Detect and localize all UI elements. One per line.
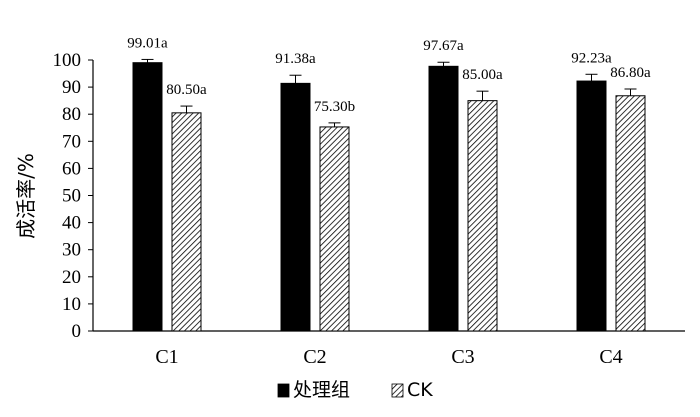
data-label: 92.23a [571, 50, 612, 66]
y-tick-label: 30 [62, 240, 81, 261]
bars [132, 58, 646, 332]
y-tick-label: 60 [62, 158, 81, 179]
legend-swatch-ck [391, 383, 404, 398]
x-tick-label: C4 [599, 346, 622, 368]
y-tick-label: 10 [62, 294, 81, 315]
y-tick-label: 80 [62, 104, 81, 125]
legend-label-treatment: 处理组 [293, 379, 350, 401]
data-label: 99.01a [127, 35, 168, 51]
legend-swatch-treatment [277, 383, 290, 398]
y-tick-label: 0 [72, 321, 82, 342]
x-tick-label: C3 [451, 346, 474, 368]
ck-bar [171, 112, 202, 332]
y-tick-label: 20 [62, 267, 81, 288]
data-label: 75.30b [314, 99, 355, 115]
data-label: 97.67a [423, 38, 464, 54]
treatment-bar [576, 80, 607, 332]
legend: 处理组 CK [277, 379, 433, 401]
data-label: 91.38a [275, 51, 316, 67]
data-label: 85.00a [462, 67, 503, 83]
y-tick-label: 40 [62, 213, 81, 234]
data-label: 80.50a [166, 82, 207, 98]
y-axis-label: 成活率/% [14, 153, 38, 239]
ck-bar [319, 126, 350, 332]
legend-label-ck: CK [407, 379, 433, 401]
x-tick-label: C1 [155, 346, 178, 368]
y-tick-label: 70 [62, 131, 81, 152]
data-label: 86.80a [610, 65, 651, 81]
treatment-bar [280, 82, 311, 332]
axes: 0 10 20 30 40 50 60 70 80 90 100 C1 C2 C3 C4 [53, 50, 685, 368]
ck-bar [467, 100, 498, 332]
x-tick-label: C2 [303, 346, 326, 368]
treatment-bar [132, 62, 163, 332]
data-labels: 99.01a 80.50a 91.38a 75.30b 97.67a 85.00a 92.2… [127, 35, 651, 114]
ck-bar [615, 95, 646, 332]
y-tick-label: 100 [53, 50, 82, 71]
y-tick-label: 50 [62, 186, 81, 207]
y-tick-label: 90 [62, 77, 81, 98]
treatment-bar [428, 65, 459, 332]
